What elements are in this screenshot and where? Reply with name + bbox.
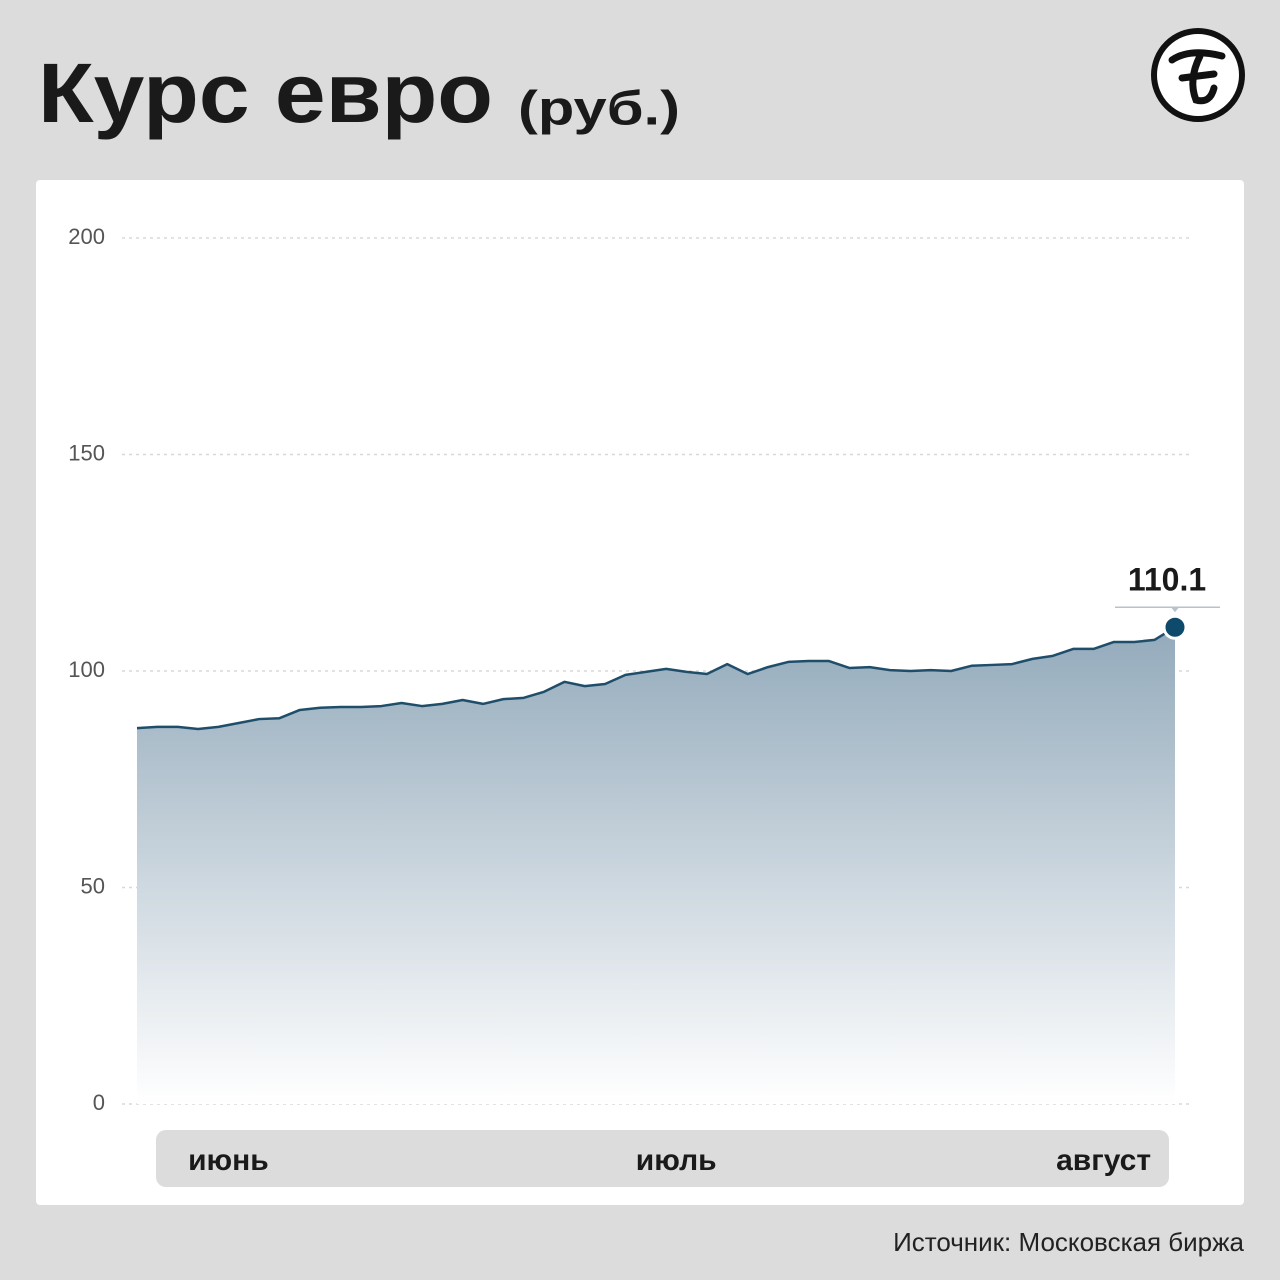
annotation-pointer [1171,607,1179,613]
y-tick-label: 200 [68,224,105,249]
y-tick-label: 0 [93,1090,105,1115]
chart-title: Курс евро [38,46,493,140]
x-tick-label: июль [636,1144,717,1177]
x-tick-label: июнь [188,1144,269,1177]
y-tick-label: 150 [68,440,105,465]
y-tick-label: 50 [81,873,105,898]
x-tick-label: август [1056,1144,1151,1177]
area-line [136,626,1176,731]
source: Источник: Московская биржа [893,1227,1244,1257]
chart-subtitle: (руб.) [518,83,680,136]
last-point [1162,614,1188,640]
logo [1151,28,1245,122]
area-fill [137,627,1175,1104]
last-value-label: 110.1 [1128,562,1206,598]
x-axis-band [156,1130,1169,1187]
y-tick-label: 100 [68,657,105,682]
